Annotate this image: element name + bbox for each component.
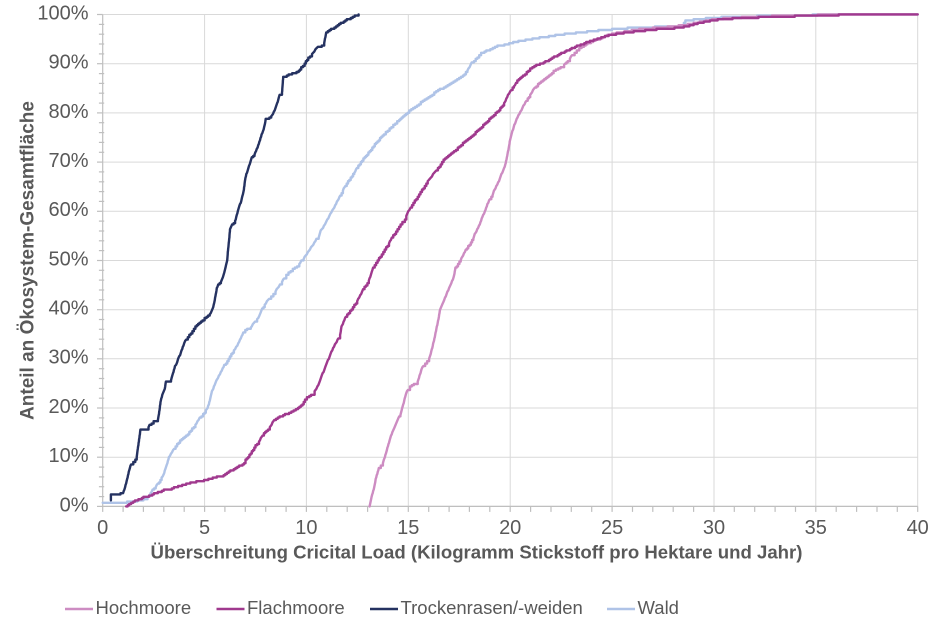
svg-text:25: 25 <box>601 517 623 539</box>
svg-text:60%: 60% <box>48 199 88 221</box>
svg-text:15: 15 <box>397 517 419 539</box>
svg-text:30: 30 <box>703 517 725 539</box>
svg-text:0: 0 <box>97 517 108 539</box>
svg-text:40: 40 <box>907 517 929 539</box>
svg-text:20: 20 <box>499 517 521 539</box>
svg-text:Flachmoore: Flachmoore <box>247 597 345 618</box>
svg-text:100%: 100% <box>37 2 88 24</box>
svg-text:10%: 10% <box>48 445 88 467</box>
svg-text:70%: 70% <box>48 150 88 172</box>
svg-text:5: 5 <box>199 517 210 539</box>
svg-text:Hochmoore: Hochmoore <box>96 597 192 618</box>
svg-text:30%: 30% <box>48 347 88 369</box>
svg-text:35: 35 <box>805 517 827 539</box>
svg-text:Überschreitung Cricital Load (: Überschreitung Cricital Load (Kilogramm … <box>151 542 803 563</box>
svg-text:0%: 0% <box>60 494 89 516</box>
svg-text:40%: 40% <box>48 298 88 320</box>
svg-text:80%: 80% <box>48 101 88 123</box>
svg-text:Anteil an Ökosystem-Gesamtfläc: Anteil an Ökosystem-Gesamtfläche <box>18 101 39 420</box>
svg-text:Trockenrasen/-weiden: Trockenrasen/-weiden <box>401 597 583 618</box>
svg-text:Wald: Wald <box>638 597 679 618</box>
svg-text:20%: 20% <box>48 396 88 418</box>
svg-text:90%: 90% <box>48 52 88 74</box>
svg-text:50%: 50% <box>48 248 88 270</box>
svg-text:10: 10 <box>295 517 317 539</box>
